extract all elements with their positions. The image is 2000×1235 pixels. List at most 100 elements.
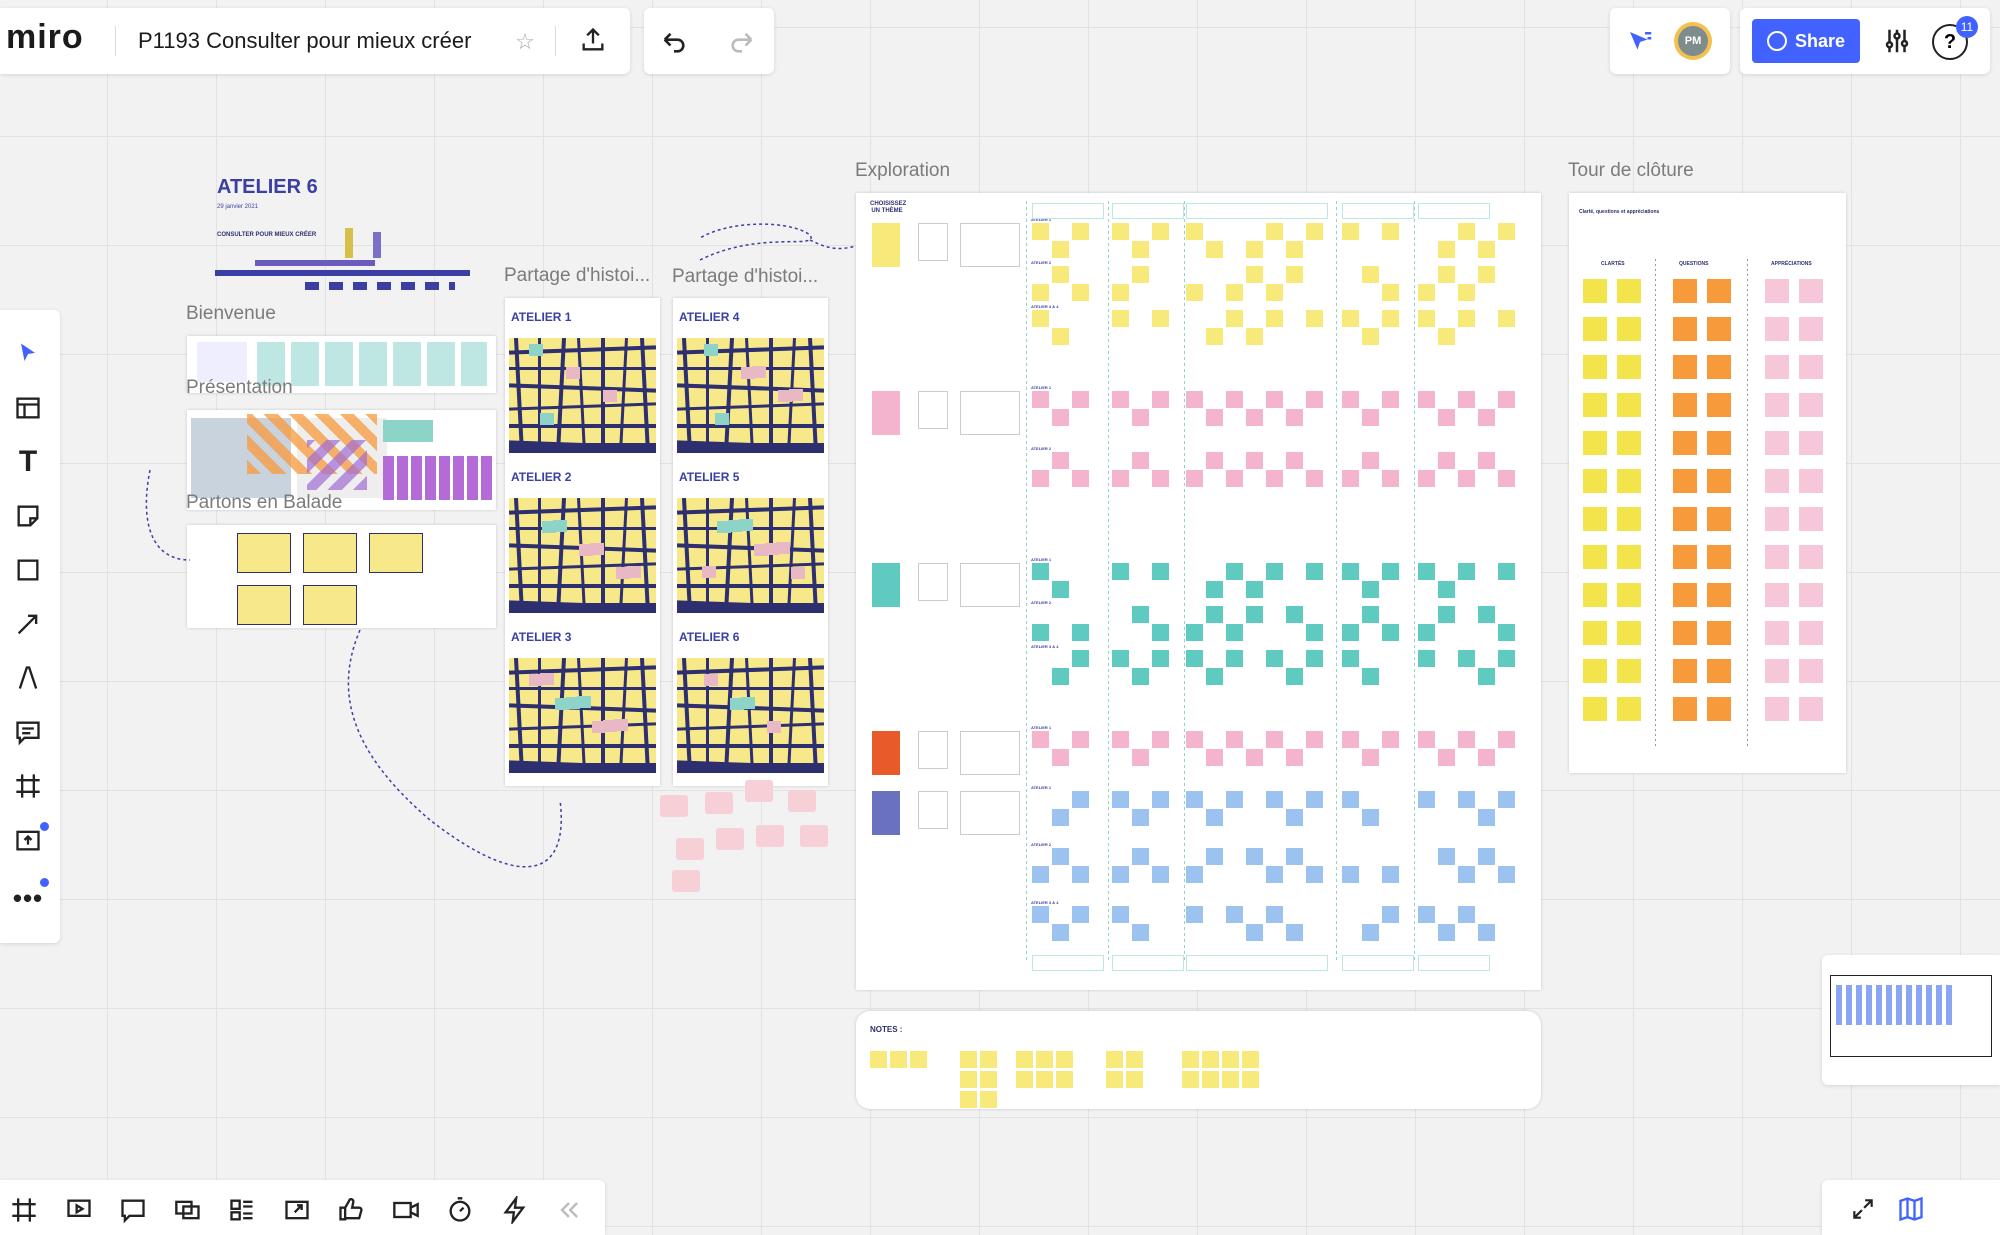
idea-sticky[interactable]: [1458, 866, 1475, 884]
screen-share-icon[interactable]: [279, 1192, 315, 1228]
shape-icon[interactable]: [6, 550, 50, 590]
idea-sticky[interactable]: [1206, 606, 1223, 624]
star-icon[interactable]: ☆: [515, 29, 535, 54]
closing-sticky[interactable]: [1707, 621, 1731, 645]
idea-sticky[interactable]: [1072, 905, 1089, 923]
templates-icon[interactable]: [6, 388, 50, 428]
idea-sticky[interactable]: [1418, 309, 1435, 327]
idea-sticky[interactable]: [1052, 809, 1069, 826]
idea-sticky[interactable]: [1052, 266, 1069, 284]
idea-sticky[interactable]: [1032, 905, 1049, 923]
idea-sticky[interactable]: [1052, 241, 1069, 258]
idea-sticky[interactable]: [1342, 391, 1359, 408]
idea-sticky[interactable]: [1186, 223, 1203, 240]
closing-sticky[interactable]: [1673, 355, 1697, 379]
idea-sticky[interactable]: [1478, 266, 1495, 284]
idea-sticky[interactable]: [1072, 470, 1089, 487]
note-sticky[interactable]: [980, 1051, 997, 1068]
idea-sticky[interactable]: [1438, 749, 1455, 766]
help-icon[interactable]: ?: [1932, 24, 1968, 60]
note-sticky[interactable]: [1036, 1071, 1053, 1088]
frame-title-partage-2[interactable]: Partage d'histoi...: [672, 266, 819, 287]
closing-sticky[interactable]: [1707, 507, 1731, 531]
atelier6-title[interactable]: ATELIER 6: [217, 176, 318, 198]
idea-sticky[interactable]: [1032, 284, 1049, 302]
idea-sticky[interactable]: [1266, 470, 1283, 487]
idea-sticky[interactable]: [1478, 667, 1495, 685]
idea-sticky[interactable]: [1152, 731, 1169, 748]
idea-sticky[interactable]: [1152, 791, 1169, 808]
cards-icon[interactable]: [224, 1192, 260, 1228]
idea-sticky[interactable]: [1286, 409, 1303, 426]
text-icon[interactable]: T: [18, 445, 38, 478]
idea-sticky[interactable]: [1458, 223, 1475, 240]
closing-sticky[interactable]: [1617, 583, 1641, 607]
idea-sticky[interactable]: [1498, 624, 1515, 642]
idea-sticky[interactable]: [1342, 731, 1359, 748]
idea-sticky[interactable]: [1438, 606, 1455, 624]
idea-sticky[interactable]: [1342, 309, 1359, 327]
more-icon[interactable]: •••: [12, 882, 44, 913]
note-sticky[interactable]: [1182, 1051, 1199, 1068]
idea-sticky[interactable]: [1478, 606, 1495, 624]
walk-map[interactable]: [677, 498, 824, 613]
idea-sticky[interactable]: [1382, 223, 1399, 240]
idea-sticky[interactable]: [1306, 391, 1323, 408]
idea-sticky[interactable]: [1382, 905, 1399, 923]
closing-sticky[interactable]: [1799, 431, 1823, 455]
closing-sticky[interactable]: [1765, 355, 1789, 379]
closing-sticky[interactable]: [1617, 355, 1641, 379]
idea-sticky[interactable]: [1032, 391, 1049, 408]
idea-sticky[interactable]: [1246, 241, 1263, 258]
idea-sticky[interactable]: [1362, 749, 1379, 766]
idea-sticky[interactable]: [1498, 309, 1515, 327]
video-call-icon[interactable]: [388, 1192, 424, 1228]
closing-sticky[interactable]: [1765, 583, 1789, 607]
idea-sticky[interactable]: [1458, 391, 1475, 408]
idea-sticky[interactable]: [1112, 284, 1129, 302]
closing-sticky[interactable]: [1583, 545, 1607, 569]
idea-sticky[interactable]: [1206, 452, 1223, 469]
closing-sticky[interactable]: [1707, 583, 1731, 607]
closing-sticky[interactable]: [1583, 317, 1607, 341]
closing-sticky[interactable]: [1707, 431, 1731, 455]
idea-sticky[interactable]: [1132, 266, 1149, 284]
presentation-icon[interactable]: [61, 1192, 97, 1228]
frame-notes[interactable]: NOTES :: [856, 1011, 1541, 1109]
closing-sticky[interactable]: [1673, 621, 1697, 645]
closing-sticky[interactable]: [1799, 583, 1823, 607]
speech-bubble[interactable]: [788, 790, 816, 812]
idea-sticky[interactable]: [1132, 452, 1149, 469]
idea-sticky[interactable]: [1438, 581, 1455, 598]
closing-sticky[interactable]: [1799, 507, 1823, 531]
idea-sticky[interactable]: [1266, 563, 1283, 580]
theme-sticky[interactable]: [872, 791, 900, 835]
idea-sticky[interactable]: [1052, 409, 1069, 426]
idea-sticky[interactable]: [1286, 923, 1303, 941]
note-sticky[interactable]: [960, 1091, 977, 1108]
frame-bienvenue[interactable]: [187, 336, 496, 393]
theme-sticky[interactable]: [872, 391, 900, 435]
idea-sticky[interactable]: [1206, 667, 1223, 685]
idea-sticky[interactable]: [1498, 223, 1515, 240]
theme-sticky[interactable]: [872, 731, 900, 775]
idea-sticky[interactable]: [1112, 791, 1129, 808]
idea-sticky[interactable]: [1438, 241, 1455, 258]
idea-sticky[interactable]: [1306, 791, 1323, 808]
walk-map[interactable]: [677, 658, 824, 773]
closing-sticky[interactable]: [1673, 279, 1697, 303]
idea-sticky[interactable]: [1052, 749, 1069, 766]
idea-sticky[interactable]: [1438, 848, 1455, 866]
idea-sticky[interactable]: [1152, 563, 1169, 580]
closing-sticky[interactable]: [1583, 621, 1607, 645]
idea-sticky[interactable]: [1438, 409, 1455, 426]
note-sticky[interactable]: [1202, 1051, 1219, 1068]
idea-sticky[interactable]: [1226, 624, 1243, 642]
note-sticky[interactable]: [960, 1051, 977, 1068]
idea-sticky[interactable]: [1032, 470, 1049, 487]
frame-tour[interactable]: Clarté, questions et appréciations CLART…: [1569, 193, 1846, 773]
speech-bubble[interactable]: [672, 870, 700, 892]
idea-sticky[interactable]: [1206, 749, 1223, 766]
idea-sticky[interactable]: [1286, 241, 1303, 258]
idea-sticky[interactable]: [1342, 624, 1359, 642]
